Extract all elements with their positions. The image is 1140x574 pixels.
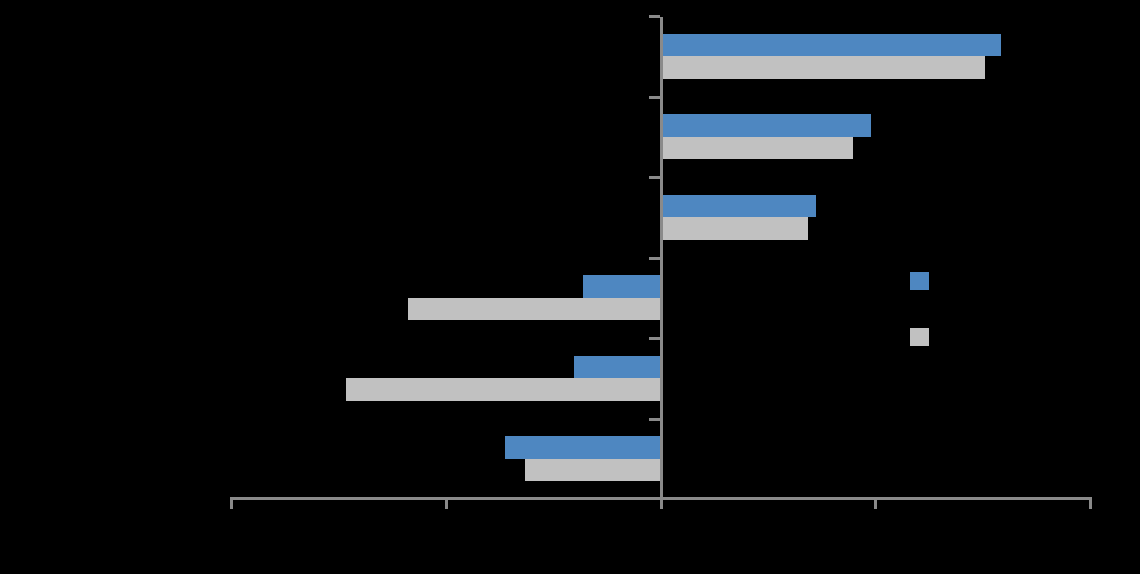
bar-series-1-blue-category-5: [573, 355, 661, 379]
bar-series-1-blue-category-4: [582, 275, 661, 298]
category-axis-tick-4: [648, 337, 660, 340]
value-axis-tick-0: [659, 499, 663, 509]
category-axis-tick-3: [648, 256, 660, 260]
bar-series-2-gray-category-1: [661, 56, 986, 79]
value-axis-tick--2: [229, 499, 233, 509]
bar-series-2-gray-category-5: [346, 378, 661, 401]
legend-swatch-legend-series-1: [910, 272, 929, 290]
bar-series-1-blue-category-2: [661, 114, 871, 137]
bar-series-2-gray-category-6: [524, 458, 661, 482]
bar-series-2-gray-category-3: [661, 217, 809, 240]
category-axis-tick-5: [648, 417, 660, 421]
category-axis-tick-2: [648, 176, 660, 179]
category-axis-tick-1: [648, 95, 660, 99]
value-axis-tick-2: [1089, 499, 1093, 509]
bar-series-2-gray-category-4: [408, 297, 661, 321]
value-axis-line: [229, 496, 1093, 500]
bar-series-1-blue-category-1: [661, 33, 1001, 57]
bar-series-2-gray-category-2: [661, 136, 854, 160]
legend-swatch-legend-series-2: [910, 328, 929, 346]
bar-series-1-blue-category-3: [661, 194, 816, 218]
category-axis-line: [659, 16, 663, 500]
value-axis-tick--1: [444, 499, 448, 509]
value-axis-tick-1: [874, 499, 878, 509]
category-axis-tick-0: [648, 15, 660, 18]
bar-series-1-blue-category-6: [505, 436, 661, 459]
